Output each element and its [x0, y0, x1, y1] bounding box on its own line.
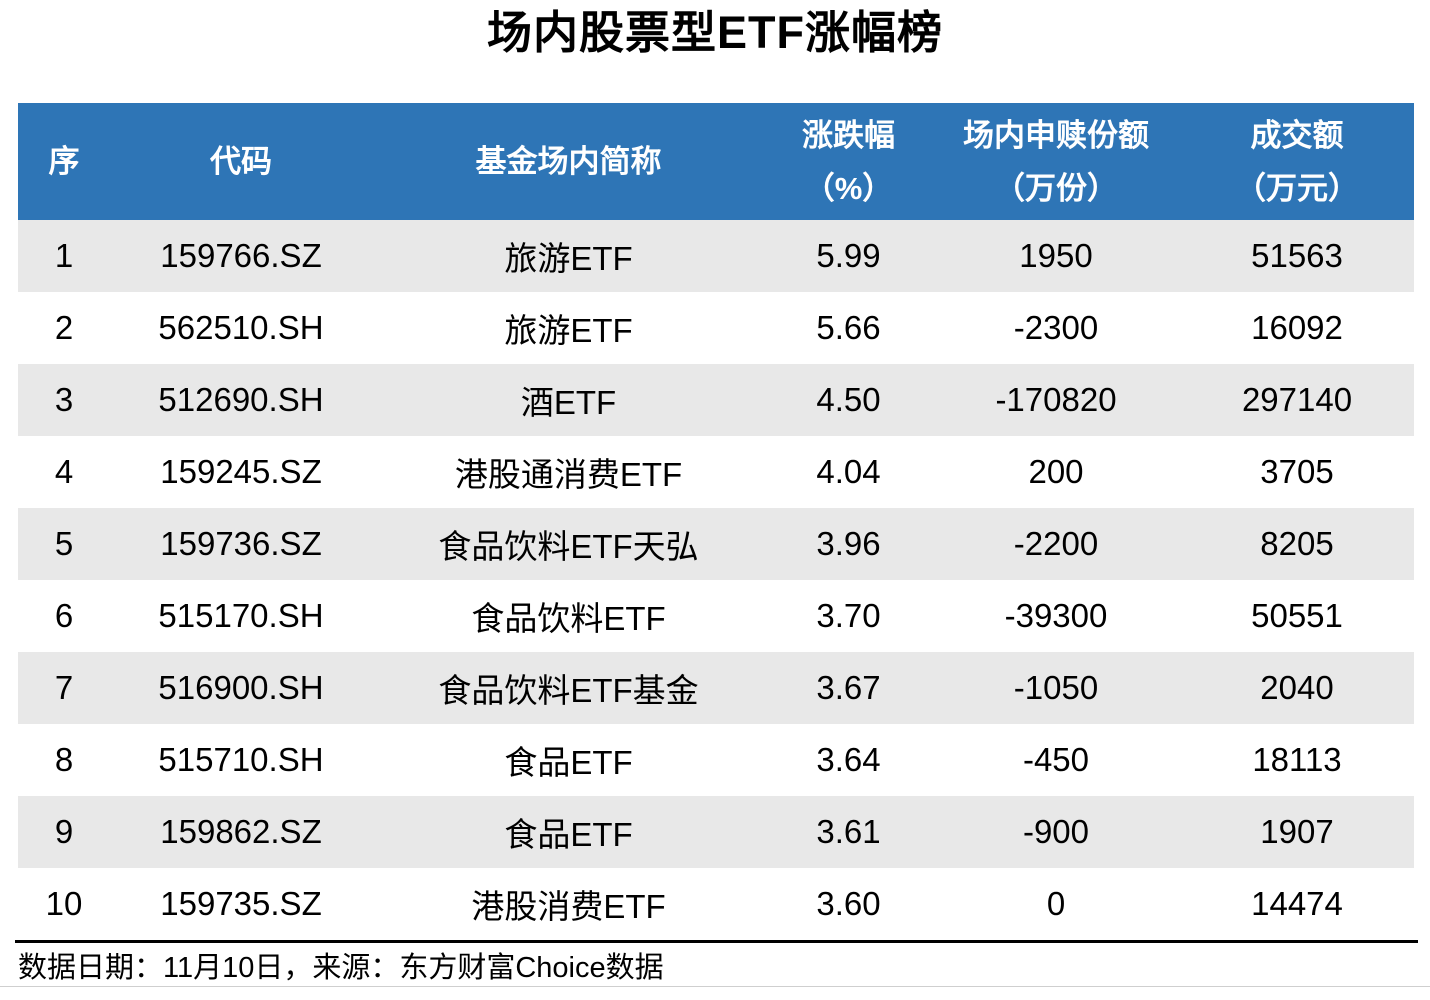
cell-turnover: 16092 [1180, 292, 1414, 364]
bottom-divider [0, 986, 1430, 987]
cell-rank: 4 [18, 436, 110, 508]
cell-net-shares: -2200 [932, 508, 1180, 580]
source-note-text: 数据日期：11月10日，来源：东方财富Choice数据 [18, 952, 664, 984]
column-header-label: 基金场内简称 [475, 144, 662, 179]
column-header-unit: （万份） [994, 170, 1118, 206]
cell-fund-name: 食品饮料ETF [372, 580, 765, 652]
cell-turnover: 50551 [1180, 580, 1414, 652]
column-header-label: 代码 [210, 144, 272, 179]
cell-rank: 1 [18, 220, 110, 292]
cell-fund-name: 食品ETF [372, 796, 765, 868]
cell-rank: 6 [18, 580, 110, 652]
cell-fund-name: 港股通消费ETF [372, 436, 765, 508]
cell-turnover: 18113 [1180, 724, 1414, 796]
cell-net-shares: -170820 [932, 364, 1180, 436]
table-row: 2 562510.SH 旅游ETF 5.66 -2300 16092 [18, 292, 1414, 364]
cell-rank: 3 [18, 364, 110, 436]
cell-change-pct: 4.50 [765, 364, 932, 436]
cell-net-shares: -2300 [932, 292, 1180, 364]
cell-turnover: 2040 [1180, 652, 1414, 724]
page-title: 场内股票型ETF涨幅榜 [487, 7, 943, 58]
table-body: 1 159766.SZ 旅游ETF 5.99 1950 51563 2 562510.SH 旅游… [18, 220, 1414, 940]
source-note: 数据日期：11月10日，来源：东方财富Choice数据 [15, 940, 1418, 986]
cell-rank: 7 [18, 652, 110, 724]
cell-turnover: 51563 [1180, 220, 1414, 292]
cell-rank: 2 [18, 292, 110, 364]
cell-rank: 8 [18, 724, 110, 796]
cell-fund-name: 旅游ETF [372, 220, 765, 292]
table-row: 5 159736.SZ 食品饮料ETF天弘 3.96 -2200 8205 [18, 508, 1414, 580]
cell-turnover: 14474 [1180, 868, 1414, 940]
table-header-row: 序 代码 基金场内简称 涨跌幅 （%） 场内申赎份额 （万份） 成交额 （万元） [18, 103, 1414, 220]
cell-change-pct: 3.67 [765, 652, 932, 724]
table-row: 6 515170.SH 食品饮料ETF 3.70 -39300 50551 [18, 580, 1414, 652]
cell-fund-name: 港股消费ETF [372, 868, 765, 940]
table-row: 7 516900.SH 食品饮料ETF基金 3.67 -1050 2040 [18, 652, 1414, 724]
cell-net-shares: -900 [932, 796, 1180, 868]
column-header-label: 场内申赎份额 [963, 117, 1149, 153]
cell-net-shares: -39300 [932, 580, 1180, 652]
cell-code: 159735.SZ [110, 868, 372, 940]
table-row: 3 512690.SH 酒ETF 4.50 -170820 297140 [18, 364, 1414, 436]
cell-net-shares: 0 [932, 868, 1180, 940]
cell-turnover: 8205 [1180, 508, 1414, 580]
cell-change-pct: 5.66 [765, 292, 932, 364]
column-header-fund-name: 基金场内简称 [372, 103, 765, 220]
cell-change-pct: 3.61 [765, 796, 932, 868]
etf-gain-table: 序 代码 基金场内简称 涨跌幅 （%） 场内申赎份额 （万份） 成交额 （万元） [18, 103, 1414, 940]
column-header-net-shares: 场内申赎份额 （万份） [932, 103, 1180, 220]
cell-net-shares: 200 [932, 436, 1180, 508]
cell-fund-name: 食品ETF [372, 724, 765, 796]
cell-net-shares: -450 [932, 724, 1180, 796]
cell-change-pct: 5.99 [765, 220, 932, 292]
cell-turnover: 297140 [1180, 364, 1414, 436]
column-header-unit: （万元） [1235, 170, 1359, 206]
column-header-code: 代码 [110, 103, 372, 220]
cell-code: 562510.SH [110, 292, 372, 364]
cell-rank: 9 [18, 796, 110, 868]
table-row: 4 159245.SZ 港股通消费ETF 4.04 200 3705 [18, 436, 1414, 508]
cell-change-pct: 4.04 [765, 436, 932, 508]
column-header-label: 成交额 [1250, 117, 1344, 153]
cell-code: 159766.SZ [110, 220, 372, 292]
cell-code: 515710.SH [110, 724, 372, 796]
cell-change-pct: 3.96 [765, 508, 932, 580]
column-header-label: 序 [48, 144, 80, 179]
cell-fund-name: 旅游ETF [372, 292, 765, 364]
cell-code: 159245.SZ [110, 436, 372, 508]
column-header-change-pct: 涨跌幅 （%） [765, 103, 932, 220]
column-header-unit: （%） [803, 170, 894, 206]
cell-net-shares: -1050 [932, 652, 1180, 724]
cell-turnover: 3705 [1180, 436, 1414, 508]
cell-change-pct: 3.70 [765, 580, 932, 652]
table-row: 8 515710.SH 食品ETF 3.64 -450 18113 [18, 724, 1414, 796]
cell-code: 515170.SH [110, 580, 372, 652]
cell-code: 512690.SH [110, 364, 372, 436]
cell-rank: 5 [18, 508, 110, 580]
column-header-turnover: 成交额 （万元） [1180, 103, 1414, 220]
column-header-rank: 序 [18, 103, 110, 220]
cell-turnover: 1907 [1180, 796, 1414, 868]
cell-change-pct: 3.60 [765, 868, 932, 940]
cell-change-pct: 3.64 [765, 724, 932, 796]
table-row: 1 159766.SZ 旅游ETF 5.99 1950 51563 [18, 220, 1414, 292]
cell-code: 516900.SH [110, 652, 372, 724]
cell-net-shares: 1950 [932, 220, 1180, 292]
cell-code: 159736.SZ [110, 508, 372, 580]
cell-fund-name: 食品饮料ETF基金 [372, 652, 765, 724]
cell-code: 159862.SZ [110, 796, 372, 868]
table-row: 9 159862.SZ 食品ETF 3.61 -900 1907 [18, 796, 1414, 868]
cell-fund-name: 酒ETF [372, 364, 765, 436]
table-row: 10 159735.SZ 港股消费ETF 3.60 0 14474 [18, 868, 1414, 940]
cell-rank: 10 [18, 868, 110, 940]
cell-fund-name: 食品饮料ETF天弘 [372, 508, 765, 580]
column-header-label: 涨跌幅 [802, 117, 895, 153]
